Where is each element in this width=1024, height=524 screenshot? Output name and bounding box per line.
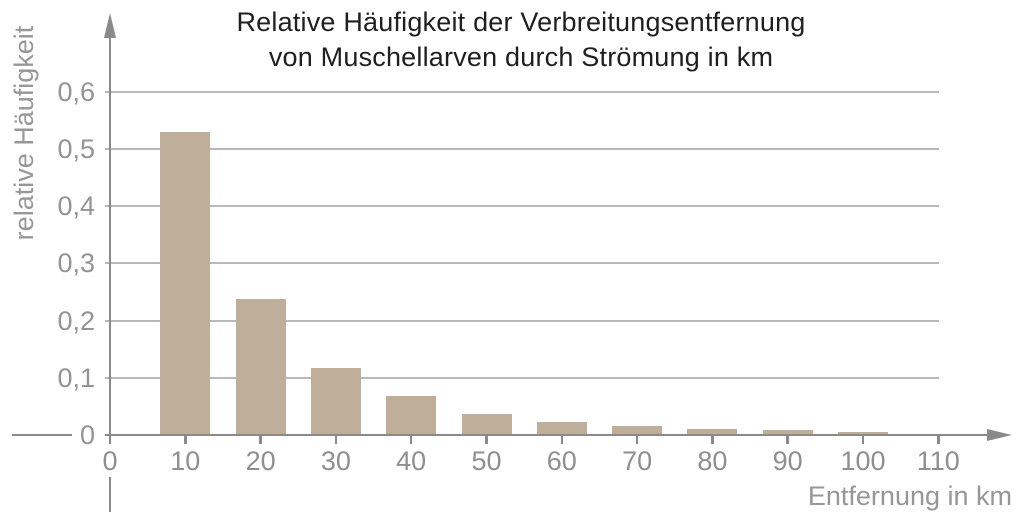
chart-title-line1: Relative Häufigkeit der Verbreitungsentf… xyxy=(236,7,806,37)
x-tick-label: 50 xyxy=(471,446,502,476)
y-tick-label: 0,6 xyxy=(57,76,95,107)
y-axis-bottom-dash xyxy=(108,477,112,512)
gridline-0.6 xyxy=(105,90,939,93)
x-axis-left-dash xyxy=(12,433,72,437)
x-tick xyxy=(409,435,413,444)
y-tick-label: 0 xyxy=(79,420,95,450)
bar-30km xyxy=(310,368,361,435)
x-tick xyxy=(711,435,714,444)
x-tick-label: 70 xyxy=(622,446,653,476)
x-tick-label: 90 xyxy=(772,446,803,476)
y-axis-line xyxy=(108,36,112,441)
x-tick xyxy=(485,435,488,444)
x-tick xyxy=(560,435,564,444)
y-tick-label: 0,4 xyxy=(57,191,95,222)
x-tick xyxy=(108,435,112,444)
x-tick xyxy=(334,435,338,444)
x-tick xyxy=(861,435,865,444)
bar-100km xyxy=(838,432,888,435)
x-tick xyxy=(184,435,187,444)
bar-70km xyxy=(612,426,663,435)
gridline-0.5 xyxy=(105,148,939,150)
y-tick-label: 0,1 xyxy=(57,362,95,393)
bar-90km xyxy=(762,430,813,435)
gridline-0.1 xyxy=(105,376,939,379)
bar-50km xyxy=(461,413,512,435)
x-tick-label: 80 xyxy=(697,446,728,476)
x-tick-label: 10 xyxy=(170,446,201,476)
chart-title-line2: von Muschellarven durch Strömung in km xyxy=(268,42,774,72)
bar-80km xyxy=(687,428,738,435)
x-tick xyxy=(786,435,789,444)
gridline-0.2 xyxy=(105,319,939,322)
x-tick-label: 20 xyxy=(245,446,276,476)
bar-40km xyxy=(386,396,437,435)
x-tick xyxy=(635,435,639,444)
y-axis-arrow-icon xyxy=(103,13,116,38)
gridline-0.3 xyxy=(105,262,939,265)
y-tick-label: 0,5 xyxy=(57,134,95,164)
x-tick-label: 110 xyxy=(916,446,960,476)
x-axis-label: Entfernung in km xyxy=(807,481,1012,511)
gridline-0.4 xyxy=(105,205,939,208)
y-tick-label: 0,3 xyxy=(57,248,95,279)
x-tick xyxy=(937,435,940,444)
x-tick-label: 40 xyxy=(396,446,427,476)
y-tick-label: 0,2 xyxy=(57,305,95,336)
chart-title: Relative Häufigkeit der Verbreitungsentf… xyxy=(110,5,932,75)
bar-10km xyxy=(160,131,211,435)
bar-20km xyxy=(235,299,286,435)
x-axis-line xyxy=(105,433,988,437)
x-tick-label: 30 xyxy=(320,446,351,476)
x-tick-label: 0 xyxy=(102,446,118,476)
x-axis-arrow-icon xyxy=(987,428,1012,441)
x-tick-label: 100 xyxy=(840,446,886,476)
x-tick-label: 60 xyxy=(546,446,577,476)
x-tick xyxy=(259,435,262,444)
bar-60km xyxy=(536,422,587,435)
